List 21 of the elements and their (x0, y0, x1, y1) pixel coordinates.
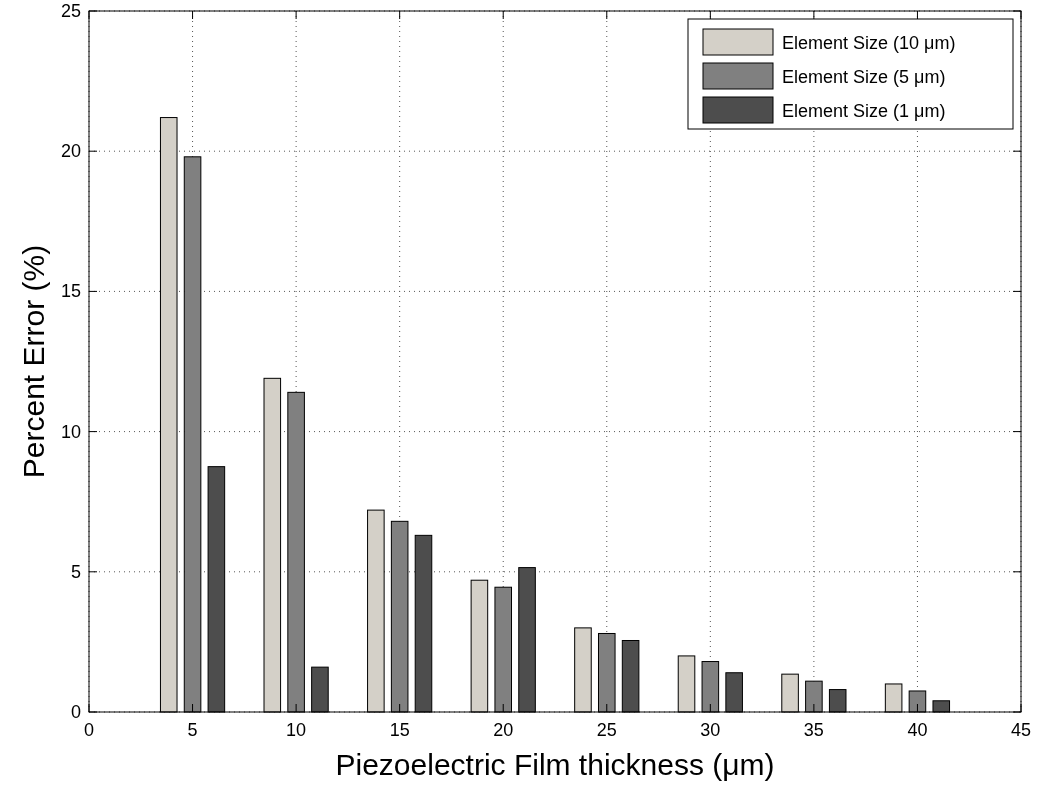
y-tick-label: 20 (60, 141, 81, 162)
legend-label: Element Size (10 μm) (782, 33, 956, 53)
x-tick-label: 20 (493, 720, 514, 740)
y-tick-label: 0 (70, 702, 81, 722)
legend-label: Element Size (5 μm) (782, 67, 946, 87)
y-tick-label: 25 (60, 1, 81, 21)
legend-label: Element Size (1 μm) (782, 101, 946, 121)
y-tick-label: 10 (60, 421, 81, 442)
x-tick-label: 0 (83, 720, 95, 740)
x-axis-title: Piezoelectric Film thickness (μm) (335, 748, 775, 781)
x-tick-label: 35 (803, 720, 824, 740)
x-tick-label: 30 (700, 720, 721, 740)
x-tick-label: 10 (286, 720, 307, 740)
x-tick-label: 15 (389, 720, 410, 740)
x-tick-label: 40 (907, 720, 928, 740)
x-tick-label: 25 (596, 720, 617, 740)
x-tick-label: 45 (1010, 720, 1032, 740)
y-tick-label: 15 (60, 281, 81, 302)
y-tick-label: 5 (70, 561, 81, 582)
y-axis-title: Percent Error (%) (17, 244, 50, 479)
x-tick-label: 5 (187, 720, 198, 740)
